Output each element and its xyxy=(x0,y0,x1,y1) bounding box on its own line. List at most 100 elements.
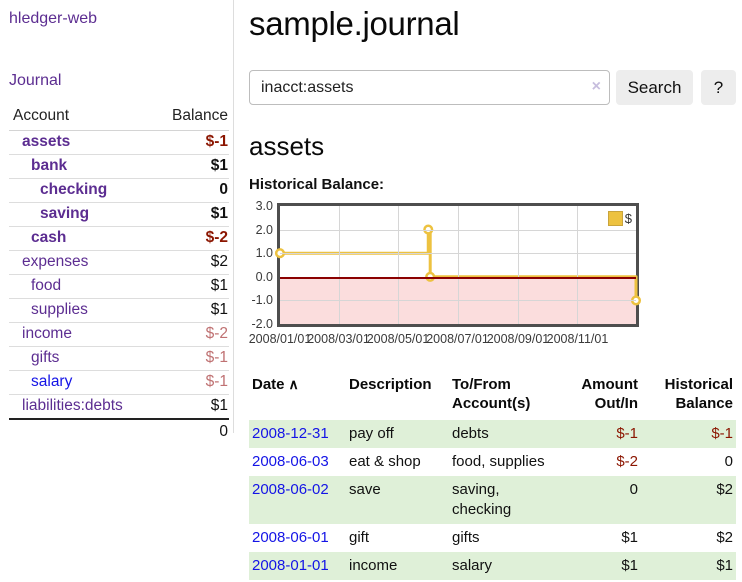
x-tick-label: 2008/07/01 xyxy=(426,332,489,346)
x-tick-label: 2008/01/01 xyxy=(248,332,312,346)
transaction-amount: $-1 xyxy=(616,425,638,442)
account-link-salary[interactable]: salary xyxy=(31,373,73,390)
account-balance: $-1 xyxy=(152,370,229,395)
transaction-balance: $-1 xyxy=(711,425,733,442)
transaction-accounts: salary xyxy=(452,557,493,574)
transaction-balance: $2 xyxy=(716,481,733,498)
account-link-supplies[interactable]: supplies xyxy=(31,301,88,318)
search-button[interactable]: Search xyxy=(616,70,693,105)
account-link-assets[interactable]: assets xyxy=(22,133,71,150)
legend-swatch-icon xyxy=(607,211,623,226)
register-col-balance: Historical Balance xyxy=(664,376,733,412)
transaction-balance: $2 xyxy=(716,529,733,546)
transaction-description: income xyxy=(349,557,398,574)
accounts-table: Account Balance assets $-1 bank $1 check… xyxy=(9,104,229,445)
brand-link[interactable]: hledger-web xyxy=(9,10,98,27)
accounts-header-row: Account Balance xyxy=(9,104,229,131)
sidebar-divider xyxy=(233,0,234,433)
accounts-col-balance: Balance xyxy=(152,104,229,131)
transaction-balance: 0 xyxy=(724,453,733,470)
help-button[interactable]: ? xyxy=(701,70,736,105)
sidebar-item-journal[interactable]: Journal xyxy=(9,72,62,89)
account-balance: $1 xyxy=(152,274,229,299)
account-heading: assets xyxy=(249,131,325,161)
register-col-accounts: To/From Account(s) xyxy=(452,376,531,412)
accounts-col-account: Account xyxy=(9,104,153,131)
transaction-date-link[interactable]: 2008-12-31 xyxy=(252,425,329,442)
chart-x-axis: 2008/01/01 2008/03/01 2008/05/01 2008/07/01… xyxy=(249,332,636,346)
account-row: supplies $1 xyxy=(9,298,229,323)
account-link-gifts[interactable]: gifts xyxy=(31,349,60,366)
account-link-liabilities-debts[interactable]: liabilities:debts xyxy=(22,397,123,414)
y-tick-label: -1.0 xyxy=(251,293,273,308)
search-form: × Search ? xyxy=(249,70,736,105)
account-link-food[interactable]: food xyxy=(31,277,62,294)
account-row: salary $-1 xyxy=(9,370,229,395)
x-tick-label: 2008/03/01 xyxy=(307,332,370,346)
register-header-row: Date ∧ Description To/From Account(s) Amo… xyxy=(249,372,736,420)
transaction-amount: $1 xyxy=(621,529,638,546)
account-link-checking[interactable]: checking xyxy=(40,181,108,198)
account-balance: $2 xyxy=(152,250,229,275)
chart-plot[interactable]: $ xyxy=(274,203,642,327)
register-row: 2008-06-01 gift gifts $1 $2 xyxy=(249,524,736,552)
account-balance: $1 xyxy=(152,154,229,179)
account-link-income[interactable]: income xyxy=(22,325,72,342)
transaction-description: save xyxy=(349,481,381,498)
transaction-accounts: gifts xyxy=(452,529,480,546)
search-box: × xyxy=(249,70,610,105)
account-row: liabilities:debts $1 xyxy=(9,394,229,420)
transaction-description: eat & shop xyxy=(349,453,421,470)
transaction-accounts: saving, checking xyxy=(452,481,512,518)
accounts-total-row: 0 xyxy=(9,418,229,445)
y-tick-label: 1.0 xyxy=(255,246,273,261)
account-row: cash $-2 xyxy=(9,226,229,251)
transaction-date-link[interactable]: 2008-06-01 xyxy=(252,529,329,546)
account-row: assets $-1 xyxy=(9,130,229,155)
page-title: sample.journal xyxy=(249,5,460,42)
account-row: checking 0 xyxy=(9,178,229,203)
account-balance: $-1 xyxy=(152,346,229,371)
transaction-accounts: food, supplies xyxy=(452,453,545,470)
transaction-balance: $1 xyxy=(716,557,733,574)
account-balance: $-2 xyxy=(152,226,229,251)
account-balance: $1 xyxy=(152,394,229,420)
transaction-amount: $1 xyxy=(621,557,638,574)
account-row: gifts $-1 xyxy=(9,346,229,371)
account-balance: $-1 xyxy=(152,130,229,155)
register-col-date[interactable]: Date ∧ xyxy=(252,376,299,393)
register-col-amount: Amount Out/In xyxy=(581,376,638,412)
account-balance: $1 xyxy=(152,202,229,227)
account-balance: 0 xyxy=(152,178,229,203)
search-input[interactable] xyxy=(249,70,610,105)
chart-y-axis: 3.0 2.0 1.0 0.0 -1.0 -2.0 xyxy=(249,199,273,331)
account-row: income $-2 xyxy=(9,322,229,347)
transaction-date-link[interactable]: 2008-06-03 xyxy=(252,453,329,470)
y-tick-label: 2.0 xyxy=(255,222,273,237)
account-link-saving[interactable]: saving xyxy=(40,205,90,222)
x-tick-label: 2008/05/01 xyxy=(366,332,430,346)
account-row: bank $1 xyxy=(9,154,229,179)
account-row: expenses $2 xyxy=(9,250,229,275)
register-row: 2008-12-31 pay off debts $-1 $-1 xyxy=(249,420,736,448)
transaction-date-link[interactable]: 2008-06-02 xyxy=(252,481,329,498)
transaction-accounts: debts xyxy=(452,425,489,442)
account-link-cash[interactable]: cash xyxy=(31,229,67,246)
historical-balance-chart: 3.0 2.0 1.0 0.0 -1.0 -2.0 $ 2008/01/01 2008/03… xyxy=(249,199,736,346)
transaction-description: gift xyxy=(349,529,370,546)
x-tick-label: 2008/11/01 xyxy=(546,332,609,346)
account-balance: $-2 xyxy=(152,322,229,347)
transaction-date-link[interactable]: 2008-01-01 xyxy=(252,557,329,574)
register-row: 2008-06-02 save saving, checking 0 $2 xyxy=(249,476,736,524)
account-link-expenses[interactable]: expenses xyxy=(22,253,89,270)
account-link-bank[interactable]: bank xyxy=(31,157,68,174)
sidebar: hledger-web Journal Account Balance asse… xyxy=(0,0,233,445)
y-tick-label: 3.0 xyxy=(255,199,273,213)
sort-asc-icon: ∧ xyxy=(288,376,299,392)
y-tick-label: -2.0 xyxy=(251,317,273,331)
transaction-amount: $-2 xyxy=(616,453,638,470)
transaction-amount: 0 xyxy=(629,481,638,498)
clear-search-icon[interactable]: × xyxy=(591,78,601,95)
register-row: 2008-01-01 income salary $1 $1 xyxy=(249,552,736,580)
register-col-description: Description xyxy=(349,376,432,393)
